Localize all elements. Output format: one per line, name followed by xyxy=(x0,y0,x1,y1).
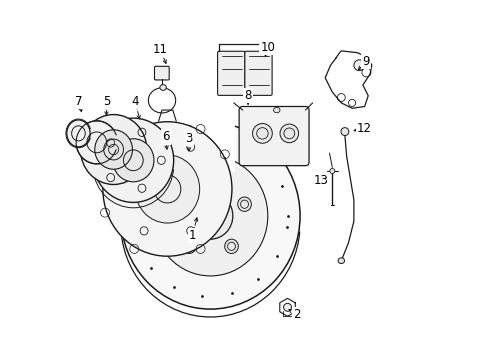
Ellipse shape xyxy=(283,303,291,311)
Text: 12: 12 xyxy=(356,122,371,135)
Ellipse shape xyxy=(169,197,183,211)
Ellipse shape xyxy=(273,107,280,113)
Text: 2: 2 xyxy=(292,308,300,321)
Ellipse shape xyxy=(340,128,348,135)
Ellipse shape xyxy=(187,193,232,239)
Text: 8: 8 xyxy=(244,89,251,102)
Ellipse shape xyxy=(280,124,298,143)
Text: 11: 11 xyxy=(152,42,167,55)
Ellipse shape xyxy=(121,123,300,309)
Ellipse shape xyxy=(337,258,344,264)
Ellipse shape xyxy=(135,155,199,223)
Ellipse shape xyxy=(329,168,334,174)
Text: 5: 5 xyxy=(102,95,110,108)
Ellipse shape xyxy=(80,114,146,184)
Text: 3: 3 xyxy=(185,132,192,145)
Ellipse shape xyxy=(102,122,231,256)
FancyBboxPatch shape xyxy=(154,66,169,80)
Ellipse shape xyxy=(153,156,267,276)
Ellipse shape xyxy=(67,120,90,147)
Text: 9: 9 xyxy=(362,55,369,68)
Ellipse shape xyxy=(93,118,173,202)
Text: 10: 10 xyxy=(260,41,275,54)
FancyBboxPatch shape xyxy=(244,51,271,95)
Ellipse shape xyxy=(95,130,132,169)
Ellipse shape xyxy=(76,121,117,164)
Text: 13: 13 xyxy=(313,174,328,186)
Ellipse shape xyxy=(353,60,364,71)
FancyBboxPatch shape xyxy=(239,107,308,166)
Ellipse shape xyxy=(237,197,251,211)
Ellipse shape xyxy=(203,171,217,185)
Ellipse shape xyxy=(224,239,238,253)
Ellipse shape xyxy=(182,239,196,253)
Text: 1: 1 xyxy=(188,229,196,242)
Text: 7: 7 xyxy=(75,95,82,108)
Ellipse shape xyxy=(160,85,166,90)
Text: 6: 6 xyxy=(162,130,169,144)
FancyBboxPatch shape xyxy=(217,51,244,95)
Ellipse shape xyxy=(112,139,154,182)
Text: 4: 4 xyxy=(131,95,139,108)
Ellipse shape xyxy=(252,123,272,143)
